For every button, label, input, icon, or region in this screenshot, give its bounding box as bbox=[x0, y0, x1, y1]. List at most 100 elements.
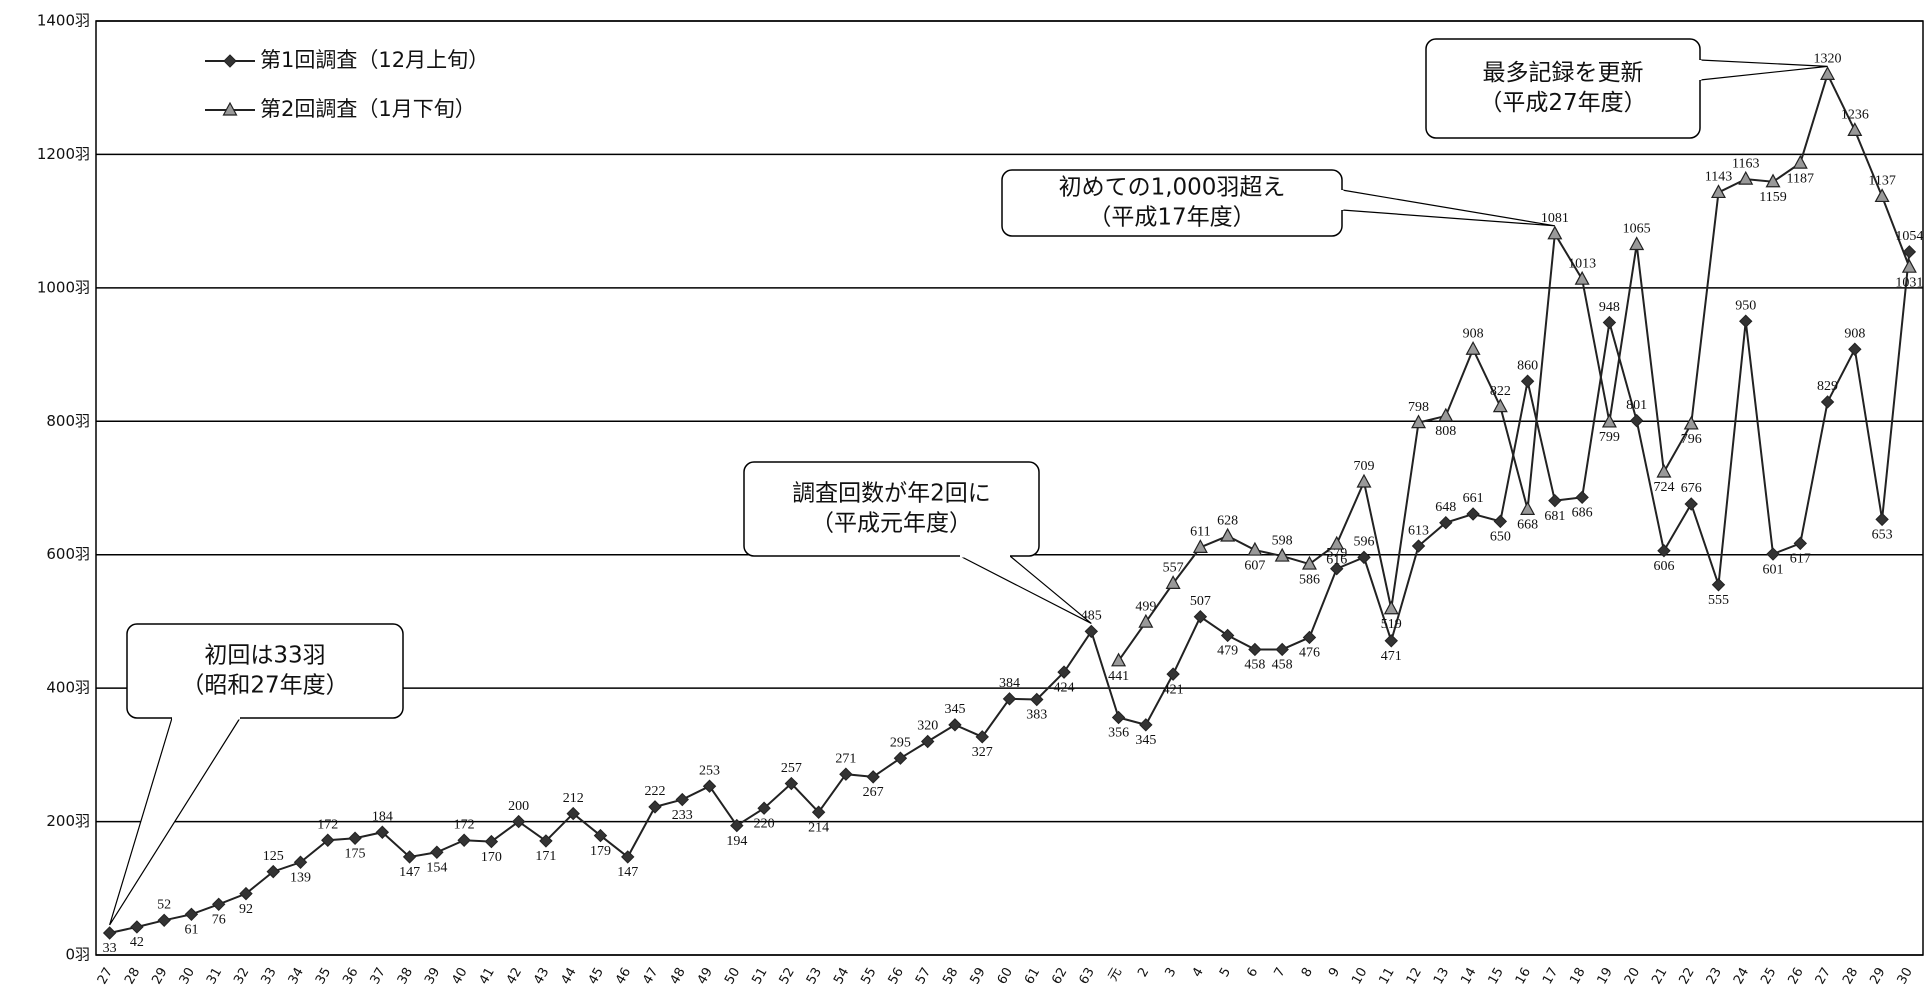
data-point bbox=[1601, 413, 1617, 428]
data-point bbox=[1657, 544, 1671, 558]
data-label: 1013 bbox=[1568, 256, 1596, 271]
data-label: 424 bbox=[1054, 680, 1075, 695]
x-tick-label: 10 bbox=[1349, 965, 1370, 987]
data-label: 617 bbox=[1790, 552, 1811, 567]
x-tick-label: 26 bbox=[1786, 965, 1807, 987]
x-tick-label: 33 bbox=[258, 965, 279, 987]
data-label: 147 bbox=[617, 865, 638, 880]
data-label: 801 bbox=[1626, 398, 1647, 413]
data-point bbox=[1492, 398, 1508, 413]
x-tick-label: 23 bbox=[1704, 965, 1725, 987]
data-point bbox=[621, 850, 635, 864]
x-tick-label: 24 bbox=[1731, 965, 1752, 987]
data-point bbox=[1384, 634, 1398, 648]
data-point bbox=[1030, 692, 1044, 707]
x-tick-label: 19 bbox=[1595, 965, 1616, 987]
data-label: 596 bbox=[1353, 535, 1374, 550]
data-point bbox=[457, 833, 471, 847]
data-point bbox=[1820, 66, 1836, 80]
legend-marker bbox=[222, 101, 238, 116]
data-point bbox=[1411, 539, 1426, 553]
data-label: 822 bbox=[1490, 384, 1511, 399]
x-tick-label: 38 bbox=[395, 965, 416, 987]
x-tick-label: 53 bbox=[804, 965, 825, 987]
x-tick-label: 51 bbox=[749, 965, 770, 987]
data-point bbox=[811, 805, 826, 819]
x-tick-label: 58 bbox=[940, 965, 961, 987]
data-point bbox=[1220, 628, 1235, 643]
data-point bbox=[920, 734, 935, 749]
data-point bbox=[1002, 692, 1017, 706]
data-label: 179 bbox=[590, 844, 611, 859]
x-tick-label: 22 bbox=[1676, 965, 1697, 987]
data-point bbox=[1629, 236, 1645, 251]
data-point bbox=[402, 850, 417, 864]
data-label: 681 bbox=[1544, 509, 1565, 524]
data-point bbox=[539, 834, 553, 848]
y-tick-label: 400羽 bbox=[46, 679, 90, 697]
x-tick-label: 55 bbox=[858, 965, 879, 987]
data-label: 200 bbox=[508, 799, 529, 814]
data-label: 222 bbox=[645, 784, 666, 799]
x-tick-label: 2 bbox=[1135, 965, 1152, 980]
x-tick-label: 4 bbox=[1190, 965, 1207, 980]
data-point bbox=[1683, 415, 1699, 430]
callout-text: 初めての1,000羽超え bbox=[1059, 175, 1286, 201]
x-tick-label: 3 bbox=[1162, 965, 1179, 980]
data-point bbox=[1739, 314, 1753, 328]
callout-box bbox=[743, 461, 1040, 557]
data-label: 653 bbox=[1872, 528, 1893, 543]
data-point bbox=[675, 792, 689, 807]
plot-border bbox=[95, 20, 1924, 956]
x-tick-label: 30 bbox=[1895, 965, 1916, 987]
data-point bbox=[1766, 547, 1780, 561]
data-label: 1159 bbox=[1759, 190, 1786, 205]
x-tick-label: 37 bbox=[368, 965, 389, 987]
data-point bbox=[1439, 515, 1453, 530]
data-point bbox=[293, 855, 308, 869]
data-label: 170 bbox=[481, 850, 502, 865]
y-tick-label: 800羽 bbox=[46, 412, 90, 430]
data-label: 356 bbox=[1108, 726, 1129, 741]
data-point bbox=[1875, 512, 1889, 527]
data-label: 808 bbox=[1435, 424, 1456, 439]
data-point bbox=[566, 806, 580, 821]
callout-text: （平成17年度） bbox=[1088, 205, 1255, 231]
x-tick-label: 43 bbox=[531, 965, 552, 987]
data-label: 154 bbox=[426, 860, 447, 875]
x-tick-label: 32 bbox=[231, 965, 252, 987]
legend-label: 第1回調査（12月上旬） bbox=[260, 48, 489, 72]
data-label: 1320 bbox=[1814, 52, 1842, 67]
data-point bbox=[1902, 245, 1917, 259]
callout-pointer bbox=[1699, 59, 1828, 81]
y-tick-label: 200羽 bbox=[46, 812, 90, 830]
data-label: 1163 bbox=[1732, 156, 1759, 171]
x-tick-label: 61 bbox=[1022, 965, 1043, 987]
data-point bbox=[975, 730, 989, 744]
data-point bbox=[1165, 575, 1181, 590]
data-point bbox=[784, 776, 799, 791]
data-label: 171 bbox=[535, 849, 556, 864]
x-tick-label: 50 bbox=[722, 965, 743, 987]
data-label: 220 bbox=[754, 816, 775, 831]
callout-pointer bbox=[109, 717, 241, 926]
x-tick-label: 17 bbox=[1540, 965, 1561, 987]
data-label: 233 bbox=[672, 808, 693, 823]
x-tick-label: 元 bbox=[1106, 965, 1125, 984]
data-point bbox=[1602, 315, 1617, 330]
data-point bbox=[1383, 600, 1399, 615]
data-point bbox=[348, 831, 362, 845]
data-point bbox=[1874, 188, 1890, 203]
data-label: 42 bbox=[130, 935, 144, 950]
data-point bbox=[1111, 710, 1126, 725]
data-point bbox=[1547, 225, 1563, 240]
data-label: 479 bbox=[1217, 644, 1238, 659]
x-tick-label: 34 bbox=[286, 965, 307, 987]
data-label: 76 bbox=[212, 913, 226, 928]
x-tick-label: 6 bbox=[1244, 965, 1261, 980]
data-label: 61 bbox=[184, 923, 198, 938]
data-label: 1143 bbox=[1705, 170, 1732, 185]
data-point bbox=[1193, 610, 1208, 624]
data-point bbox=[157, 913, 171, 928]
